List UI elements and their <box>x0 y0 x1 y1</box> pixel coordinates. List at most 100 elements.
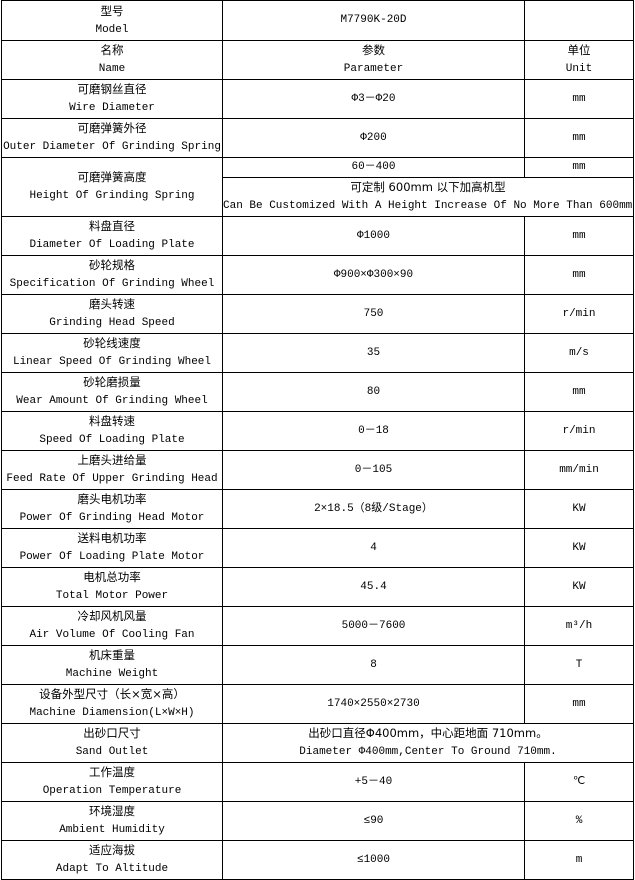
header-parameter: 参数 Parameter <box>222 40 525 80</box>
param-name: 磨头电机功率 Power Of Grinding Head Motor <box>1 489 223 529</box>
table-row-note: 可定制 600mm 以下加高机型 Can Be Customized With A… <box>2 177 634 217</box>
param-value: ≤90 <box>222 801 525 841</box>
model-row: 型号 Model M7790K-20D <box>1 0 634 41</box>
param-name-zh: 料盘直径 <box>89 219 135 233</box>
param-name: 机床重量 Machine Weight <box>1 645 223 685</box>
param-name-en: Height Of Grinding Spring <box>29 190 195 202</box>
table-row: 适应海拔 Adapt To Altitude ≤1000 m <box>1 840 634 880</box>
param-value: Φ1000 <box>222 216 525 256</box>
param-name-zh: 冷却风机风量 <box>77 609 147 623</box>
param-note-en: Can Be Customized With A Height Increase… <box>223 200 634 212</box>
model-value: M7790K-20D <box>222 0 525 41</box>
table-row: 砂轮规格 Specification Of Grinding Wheel Φ900×… <box>1 255 634 295</box>
param-name-en: Power Of Loading Plate Motor <box>19 551 205 563</box>
model-label-zh: 型号 <box>100 3 124 18</box>
table-row: 送料电机功率 Power Of Loading Plate Motor 4 KW <box>1 528 634 568</box>
param-value: 4 <box>222 528 525 568</box>
param-name-zh: 设备外型尺寸（长×宽×高） <box>39 687 185 701</box>
param-value-en: Diameter Φ400mm,Center To Ground 710mm. <box>299 746 557 758</box>
param-name-zh: 工作温度 <box>89 765 135 779</box>
param-name: 可磨弹簧高度 Height Of Grinding Spring <box>1 157 223 217</box>
param-value: 2×18.5（8级/Stage） <box>222 489 525 529</box>
param-unit: mm/min <box>524 450 634 490</box>
header-name: 名称 Name <box>1 40 223 80</box>
param-name-zh: 电机总功率 <box>83 570 141 584</box>
param-name-zh: 砂轮规格 <box>89 258 135 272</box>
param-name-zh: 机床重量 <box>89 648 135 662</box>
param-value-zh: 出砂口直径Φ400mm，中心距地面 710mm。 <box>308 726 548 740</box>
param-unit: KW <box>524 489 634 529</box>
param-unit: T <box>524 645 634 685</box>
param-unit: r/min <box>524 411 634 451</box>
model-unit <box>524 0 634 41</box>
param-name-en: Linear Speed Of Grinding Wheel <box>12 356 212 368</box>
param-name-en: Ambient Humidity <box>59 824 165 836</box>
param-value: +5－40 <box>222 762 525 802</box>
param-name-en: Feed Rate Of Upper Grinding Head <box>6 473 218 485</box>
param-note-zh: 可定制 600mm 以下加高机型 <box>350 180 506 194</box>
param-unit: mm <box>524 157 634 178</box>
table-row: 工作温度 Operation Temperature +5－40 ℃ <box>1 762 634 802</box>
header-name-en: Name <box>98 63 126 75</box>
param-unit: % <box>524 801 634 841</box>
param-unit: m <box>524 840 634 880</box>
param-name-zh: 可磨弹簧外径 <box>77 121 147 135</box>
table-row: 机床重量 Machine Weight 8 T <box>1 645 634 685</box>
param-name: 环境湿度 Ambient Humidity <box>1 801 223 841</box>
param-name-en: Speed Of Loading Plate <box>39 434 185 446</box>
table-row: 可磨弹簧外径 Outer Diameter Of Grinding Spring Φ… <box>1 118 634 158</box>
param-value: 出砂口直径Φ400mm，中心距地面 710mm。 Diameter Φ400mm,… <box>222 723 634 763</box>
param-unit: mm <box>524 372 634 412</box>
param-value: 0－105 <box>222 450 525 490</box>
param-value: 80 <box>222 372 525 412</box>
param-name: 料盘直径 Diameter Of Loading Plate <box>1 216 223 256</box>
model-label: 型号 Model <box>1 0 223 41</box>
param-name-zh: 料盘转速 <box>89 414 135 428</box>
param-name-zh: 可磨钢丝直径 <box>77 82 147 96</box>
param-unit: KW <box>524 528 634 568</box>
param-value: ≤1000 <box>222 840 525 880</box>
param-value: 750 <box>222 294 525 334</box>
param-name-en: Total Motor Power <box>55 590 169 602</box>
table-row: 可磨弹簧高度 Height Of Grinding Spring 60－400 mm <box>1 157 634 217</box>
param-name-zh: 砂轮线速度 <box>83 336 141 350</box>
param-name-en: Air Volume Of Cooling Fan <box>29 629 195 641</box>
param-value: 60－400 <box>222 157 525 178</box>
param-name: 上磨头进给量 Feed Rate Of Upper Grinding Head <box>1 450 223 490</box>
param-name-zh: 适应海拔 <box>89 843 135 857</box>
param-name: 料盘转速 Speed Of Loading Plate <box>1 411 223 451</box>
param-name: 适应海拔 Adapt To Altitude <box>1 840 223 880</box>
header-unit: 单位 Unit <box>524 40 634 80</box>
param-name-en: Specification Of Grinding Wheel <box>9 278 215 290</box>
param-unit: m/s <box>524 333 634 373</box>
param-value: 45.4 <box>222 567 525 607</box>
param-value: 8 <box>222 645 525 685</box>
param-name-zh: 磨头电机功率 <box>77 492 147 506</box>
param-unit: mm <box>524 684 634 724</box>
param-name-en: Outer Diameter Of Grinding Spring <box>3 141 221 153</box>
param-name-en: Adapt To Altitude <box>55 863 169 875</box>
param-unit: mm <box>524 118 634 158</box>
param-unit: r/min <box>524 294 634 334</box>
param-name-en: Sand Outlet <box>75 746 149 758</box>
table-row: 料盘转速 Speed Of Loading Plate 0－18 r/min <box>1 411 634 451</box>
param-name-zh: 送料电机功率 <box>77 531 147 545</box>
table-row: 环境湿度 Ambient Humidity ≤90% <box>1 801 634 841</box>
param-name: 设备外型尺寸（长×宽×高） Machine Diamension(L×W×H) <box>1 684 223 724</box>
param-value: Φ3－Φ20 <box>222 79 525 119</box>
header-param-zh: 参数 <box>362 43 385 57</box>
param-name-en: Machine Diamension(L×W×H) <box>29 707 195 719</box>
table-row: 砂轮磨损量 Wear Amount Of Grinding Wheel 80 mm <box>1 372 634 412</box>
param-value: 35 <box>222 333 525 373</box>
header-name-zh: 名称 <box>100 43 124 57</box>
param-unit: m³/h <box>524 606 634 646</box>
param-name-en: Diameter Of Loading Plate <box>29 239 195 251</box>
param-name: 砂轮规格 Specification Of Grinding Wheel <box>1 255 223 295</box>
param-name-zh: 环境湿度 <box>89 804 135 818</box>
param-name-zh: 可磨弹簧高度 <box>77 170 147 184</box>
table-row: 磨头电机功率 Power Of Grinding Head Motor 2×18.5… <box>1 489 634 529</box>
param-value: Φ200 <box>222 118 525 158</box>
table-row: 可磨钢丝直径 Wire Diameter Φ3－Φ20 mm <box>1 79 634 119</box>
param-name-zh: 出砂口尺寸 <box>83 726 141 740</box>
